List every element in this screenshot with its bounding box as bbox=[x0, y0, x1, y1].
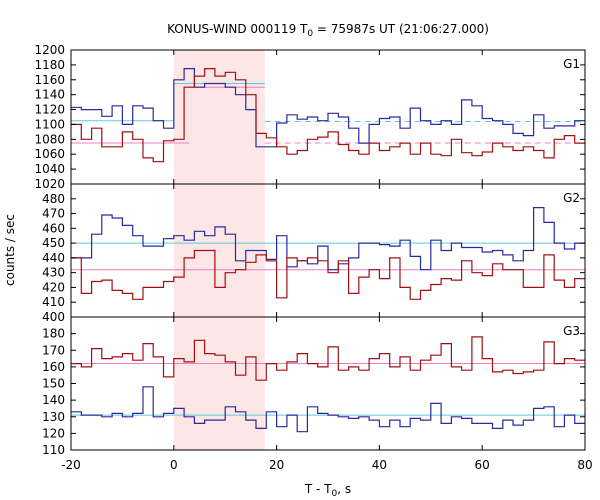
x-tick-label: 80 bbox=[577, 458, 592, 472]
y-axis-label: counts / sec bbox=[3, 214, 17, 286]
count-rate-series bbox=[71, 386, 585, 433]
chart-title: KONUS-WIND 000119 T0 = 75987s UT (21:06:… bbox=[167, 22, 489, 39]
count-rate-series bbox=[71, 68, 585, 163]
y-tick-label: 410 bbox=[42, 295, 65, 309]
y-tick-label: 460 bbox=[42, 221, 65, 235]
plot-area: 1020104010601080110011201140116011801200… bbox=[34, 43, 586, 457]
y-tick-label: 450 bbox=[42, 236, 65, 250]
trigger-interval-band bbox=[173, 317, 265, 450]
y-tick-label: 1020 bbox=[34, 177, 65, 191]
y-tick-label: 130 bbox=[42, 410, 65, 424]
x-tick-label: -20 bbox=[61, 458, 81, 472]
y-tick-label: 180 bbox=[42, 327, 65, 341]
x-axis-label: T - T0, s bbox=[304, 482, 351, 499]
panel-g3: 110 120 130 140 150 160 170 180 G3 bbox=[42, 317, 586, 457]
y-tick-label: 1180 bbox=[34, 58, 65, 72]
y-tick-label: 400 bbox=[42, 310, 65, 324]
x-axis-ticks: -20 0 20 40 60 80 bbox=[61, 458, 592, 472]
y-tick-label: 430 bbox=[42, 266, 65, 280]
panel-label: G3 bbox=[563, 324, 580, 338]
y-tick-label: 1200 bbox=[34, 43, 65, 57]
panel-frame bbox=[70, 316, 586, 451]
panel-label: G1 bbox=[563, 57, 580, 71]
y-tick-label: 1160 bbox=[34, 73, 65, 87]
count-rate-series bbox=[71, 249, 585, 300]
y-tick-label: 140 bbox=[42, 393, 65, 407]
panel-g1: 1020104010601080110011201140116011801200… bbox=[34, 43, 586, 191]
x-tick-label: 60 bbox=[475, 458, 490, 472]
y-tick-label: 480 bbox=[42, 192, 65, 206]
y-tick-label: 1140 bbox=[34, 88, 65, 102]
y-tick-label: 170 bbox=[42, 343, 65, 357]
y-tick-label: 470 bbox=[42, 207, 65, 221]
y-tick-label: 1060 bbox=[34, 147, 65, 161]
y-tick-label: 1080 bbox=[34, 132, 65, 146]
panel-label: G2 bbox=[563, 191, 580, 205]
y-tick-label: 110 bbox=[42, 443, 65, 457]
y-tick-label: 150 bbox=[42, 377, 65, 391]
y-tick-label: 160 bbox=[42, 360, 65, 374]
count-rate-series bbox=[71, 336, 585, 381]
x-tick-label: 0 bbox=[170, 458, 178, 472]
y-tick-label: 440 bbox=[42, 251, 65, 265]
trigger-interval-band bbox=[173, 50, 265, 184]
y-tick-label: 1120 bbox=[34, 103, 65, 117]
count-rate-series bbox=[71, 68, 585, 148]
x-tick-label: 20 bbox=[269, 458, 284, 472]
y-tick-label: 1100 bbox=[34, 117, 65, 131]
y-tick-label: 120 bbox=[42, 426, 65, 440]
y-tick-label: 1040 bbox=[34, 162, 65, 176]
x-tick-label: 40 bbox=[372, 458, 387, 472]
y-tick-label: 420 bbox=[42, 280, 65, 294]
panel-frames bbox=[70, 49, 586, 451]
